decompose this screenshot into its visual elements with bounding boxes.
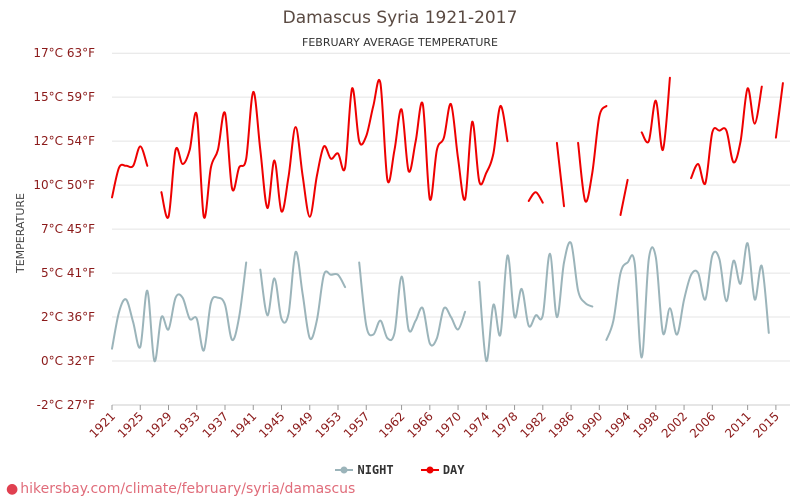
x-tick-label: 1925 [115,409,146,440]
x-tick-label: 2006 [687,409,718,440]
day-series-line[interactable] [577,105,608,203]
x-tick-label: 1994 [602,409,633,440]
y-tick-label: 5°C 41°F [41,266,95,280]
x-tick-label: 1921 [87,409,118,440]
night-series-line[interactable] [605,242,770,359]
source-link[interactable]: ● hikersbay.com/climate/february/syria/da… [6,481,355,497]
x-tick-label: 2002 [659,409,690,440]
legend-day-marker-icon [420,466,439,474]
x-tick-label: 1986 [546,409,577,440]
day-series-line[interactable] [640,76,671,151]
y-tick-label: 2°C 36°F [41,310,95,324]
x-tick-label: 1966 [404,409,435,440]
x-tick-label: 1978 [489,409,520,440]
y-axis-label: TEMPERATURE [14,193,27,274]
legend-day-label: DAY [442,463,465,477]
y-axis-ticks: -2°C 27°F 0°C 32°F 2°C 36°F 5°C 41°F 7°C 45°… [33,46,95,412]
x-tick-label: 1970 [433,409,464,440]
x-tick-label: 1962 [376,409,407,440]
x-tick-label: 2011 [722,409,753,440]
y-tick-label: -2°C 27°F [37,398,95,412]
y-tick-label: 12°C 54°F [33,134,95,148]
location-pin-icon: ● [6,481,19,497]
y-tick-label: 10°C 50°F [33,178,95,192]
day-series-line[interactable] [160,79,509,219]
x-tick-label: 1945 [256,409,287,440]
y-tick-label: 15°C 59°F [33,90,95,104]
y-tick-label: 17°C 63°F [33,46,95,60]
x-tick-label: 1933 [171,409,202,440]
day-series-line[interactable] [527,191,544,204]
x-axis-ticks: 1921192519291933193719411945194919531957… [87,405,782,441]
x-tick-label: 1929 [143,409,174,440]
x-tick-label: 1998 [630,409,661,440]
day-series-line[interactable] [774,82,784,139]
legend-day[interactable]: DAY [420,463,465,477]
night-series-line[interactable] [259,250,347,341]
x-tick-label: 1982 [517,409,548,440]
day-series-line[interactable] [111,145,149,199]
chart-title: Damascus Syria 1921-2017 [282,8,518,28]
day-series-line[interactable] [555,141,565,208]
x-tick-label: 1937 [200,409,231,440]
x-tick-label: 1990 [574,409,605,440]
x-tick-label: 1957 [341,409,372,440]
chart-subtitle: FEBRUARY AVERAGE TEMPERATURE [302,36,498,49]
night-series-line[interactable] [358,261,467,347]
x-tick-label: 1953 [313,409,344,440]
legend-night-label: NIGHT [357,463,394,477]
day-series-line[interactable] [619,178,629,216]
night-series-line[interactable] [478,241,594,363]
x-tick-label: 2015 [750,409,781,440]
day-series-line[interactable] [690,85,763,186]
source-url: hikersbay.com/climate/february/syria/dam… [20,481,356,497]
y-tick-label: 0°C 32°F [41,354,95,368]
legend: NIGHT DAY [0,463,800,478]
legend-night[interactable]: NIGHT [335,463,394,477]
series-lines [111,76,784,363]
x-tick-label: 1941 [228,409,259,440]
x-tick-label: 1949 [284,409,315,440]
night-series-line[interactable] [111,261,248,363]
x-tick-label: 1974 [461,409,492,440]
legend-night-marker-icon [335,466,354,474]
y-tick-label: 7°C 45°F [41,222,95,236]
